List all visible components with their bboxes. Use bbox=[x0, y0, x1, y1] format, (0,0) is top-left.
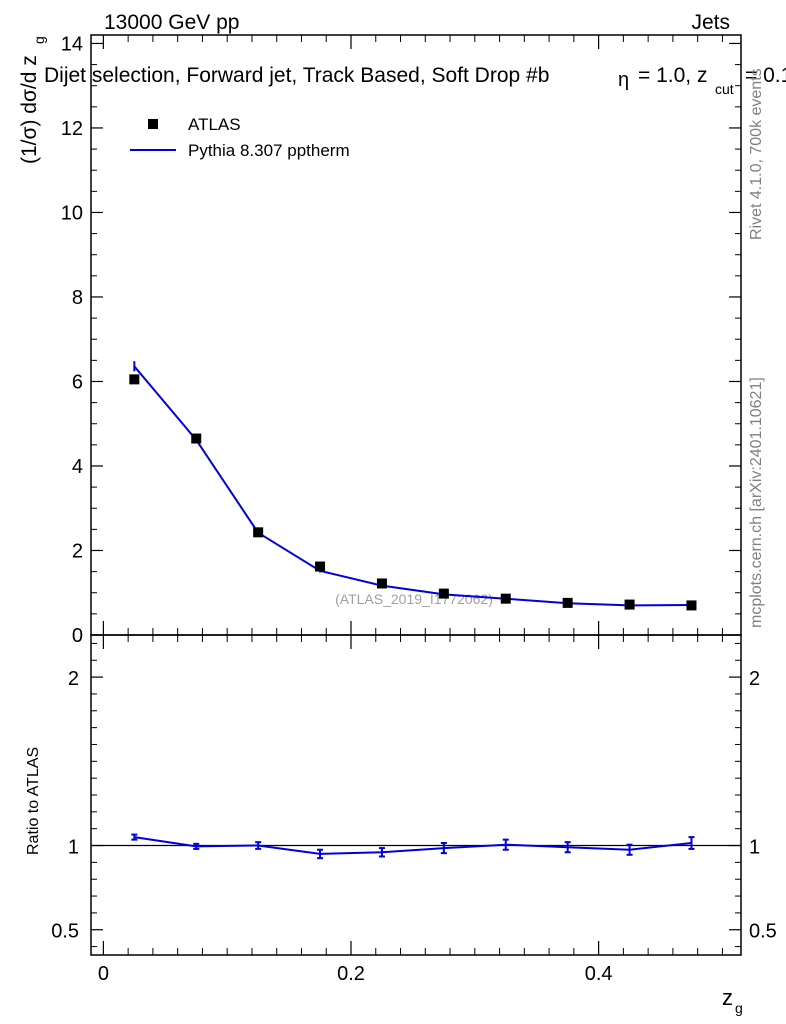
ratio-line bbox=[134, 836, 692, 855]
ratio-y-tick-label-right: 0.5 bbox=[749, 921, 777, 943]
main-y-tick-label: 8 bbox=[72, 287, 83, 309]
main-y-label-sub: g bbox=[31, 36, 47, 44]
x-axis-label: z bbox=[722, 985, 733, 1010]
title-cut-val: = 0.1 bbox=[745, 64, 786, 87]
rivet-label: Rivet 4.1.0, 700k events bbox=[748, 68, 765, 240]
atlas-point bbox=[253, 527, 264, 538]
ratio-y-label: Ratio to ATLAS bbox=[25, 747, 42, 855]
legend-label-atlas: ATLAS bbox=[188, 115, 241, 134]
x-axis-label-sub: g bbox=[735, 1000, 743, 1016]
pythia-line bbox=[133, 365, 692, 607]
main-y-tick-label: 12 bbox=[61, 118, 83, 140]
x-tick-label: 0.2 bbox=[337, 963, 365, 985]
title-cut-sub: cut bbox=[715, 81, 734, 97]
title-params: = 1.0, z bbox=[638, 64, 707, 87]
main-y-tick-label: 6 bbox=[72, 371, 83, 393]
ratio-y-tick-label: 0.5 bbox=[51, 921, 79, 943]
plot-title: Dijet selection, Forward jet, Track Base… bbox=[44, 64, 549, 87]
main-y-tick-label: 14 bbox=[61, 33, 83, 55]
atlas-point bbox=[686, 600, 697, 611]
main-series bbox=[129, 361, 697, 611]
x-tick-label: 0.4 bbox=[585, 963, 613, 985]
analysis-id: (ATLAS_2019_I1772062) bbox=[335, 591, 493, 607]
atlas-point bbox=[315, 561, 326, 572]
mcplots-label: mcplots.cern.ch [arXiv:2401.10621] bbox=[748, 377, 765, 628]
atlas-point bbox=[562, 597, 573, 608]
atlas-point bbox=[191, 433, 202, 444]
ratio-y-tick-label-right: 1 bbox=[749, 837, 760, 859]
atlas-point bbox=[129, 374, 140, 385]
main-y-tick-label: 0 bbox=[72, 625, 83, 647]
atlas-point bbox=[438, 588, 449, 599]
legend: ATLAS Pythia 8.307 pptherm bbox=[130, 115, 350, 160]
main-y-tick-label: 4 bbox=[72, 456, 83, 478]
ratio-y-tick-label: 2 bbox=[68, 668, 79, 690]
ratio-y-tick-label: 1 bbox=[68, 837, 79, 859]
x-tick-label: 0 bbox=[98, 963, 109, 985]
main-y-label: (1/σ) dσ/d z bbox=[18, 55, 41, 164]
ratio-x-ticks: 0 0.2 0.4 bbox=[98, 635, 723, 985]
title-eta: η bbox=[618, 69, 629, 91]
main-x-ticks bbox=[102, 35, 723, 635]
atlas-point bbox=[624, 599, 635, 610]
atlas-point bbox=[376, 578, 387, 589]
legend-marker-atlas bbox=[148, 119, 158, 129]
ratio-y-tick-label-right: 2 bbox=[749, 668, 760, 690]
ratio-series bbox=[131, 833, 695, 860]
main-y-tick-label: 10 bbox=[61, 202, 83, 224]
ratio-plot-frame bbox=[90, 634, 742, 956]
atlas-point bbox=[500, 593, 511, 604]
main-y-tick-label: 2 bbox=[72, 540, 83, 562]
main-y-ticks: 0 2 4 6 8 10 12 14 bbox=[61, 33, 741, 647]
energy-label: 13000 GeV pp bbox=[104, 11, 239, 34]
legend-label-pythia: Pythia 8.307 pptherm bbox=[188, 141, 350, 160]
category-label: Jets bbox=[691, 11, 730, 34]
plot-title-main: Dijet selection, Forward jet, Track Base… bbox=[44, 64, 549, 87]
ratio-y-ticks: 0.5 0.5 1 1 2 2 bbox=[51, 642, 777, 948]
